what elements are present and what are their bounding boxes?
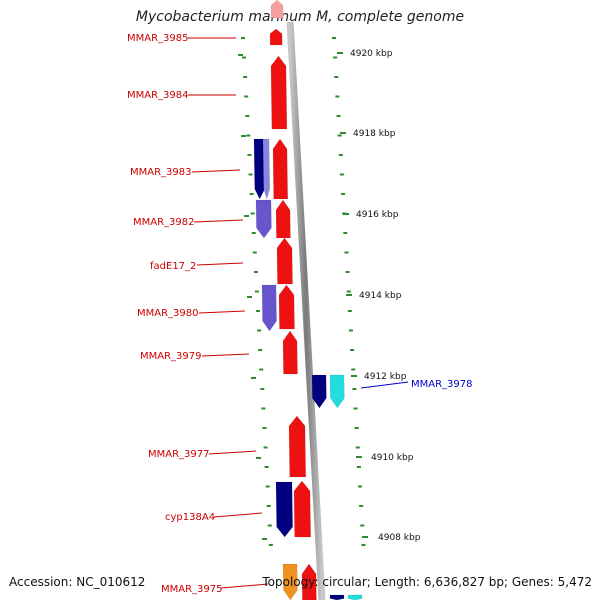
gene-arrow <box>269 28 283 46</box>
gene-label[interactable]: MMAR_3982 <box>133 217 195 228</box>
scale-label: 4920 kbp <box>350 49 393 59</box>
gene-arrow <box>255 199 272 239</box>
gene-arrow <box>347 594 363 600</box>
gene-label[interactable]: fadE17_2 <box>150 261 196 272</box>
gene-arrow <box>282 330 298 375</box>
scale-label: 4910 kbp <box>371 453 414 463</box>
gene-arrow <box>301 563 317 600</box>
gene-arrow <box>275 481 293 538</box>
gene-arrow <box>275 199 291 239</box>
scale-label: 4908 kbp <box>378 533 421 543</box>
gene-label[interactable]: cyp138A4 <box>165 512 215 523</box>
leader-line <box>360 381 409 389</box>
gene-arrow <box>276 237 293 285</box>
scale-label: 4912 kbp <box>364 372 407 382</box>
gene-label[interactable]: MMAR_3975 <box>161 584 223 595</box>
leader-line <box>213 512 263 518</box>
gene-arrow <box>270 55 288 130</box>
label-leaders <box>188 37 409 589</box>
gene-arrow <box>262 138 270 200</box>
gene-arrow <box>261 284 277 332</box>
gene-label[interactable]: MMAR_3985 <box>127 33 189 44</box>
scale-ticks <box>238 52 368 540</box>
leader-line <box>201 353 250 357</box>
gene-arrow <box>272 138 288 200</box>
scale-label: 4914 kbp <box>359 291 402 301</box>
leader-line <box>191 169 241 173</box>
gene-label[interactable]: MMAR_3978 <box>411 379 473 390</box>
gene-features <box>253 0 363 600</box>
genome-summary-text: Topology: circular; Length: 6,636,827 bp… <box>262 575 592 589</box>
gene-arrow <box>282 563 298 600</box>
gene-label[interactable]: MMAR_3977 <box>148 449 210 460</box>
map-title: Mycobacterium marinum M, complete genome <box>135 9 465 25</box>
gene-arrow <box>329 374 345 409</box>
dotted-track-right <box>332 37 366 546</box>
genome-backbone <box>286 21 326 600</box>
gene-label[interactable]: MMAR_3984 <box>127 90 189 101</box>
leader-line <box>208 450 257 455</box>
leader-line <box>220 583 269 589</box>
dotted-track-left <box>241 37 273 546</box>
scale-label: 4918 kbp <box>353 129 396 139</box>
gene-label[interactable]: MMAR_3979 <box>140 351 202 362</box>
gene-label[interactable]: MMAR_3980 <box>137 308 199 319</box>
gene-arrow <box>293 480 311 538</box>
gene-label[interactable]: MMAR_3983 <box>130 167 192 178</box>
gene-arrow <box>278 284 295 330</box>
gene-arrow <box>253 138 265 200</box>
gene-arrow <box>329 594 345 600</box>
gene-arrow <box>311 374 327 409</box>
gene-arrow <box>270 0 284 19</box>
gene-arrow <box>288 415 306 478</box>
accession-text: Accession: NC_010612 <box>9 575 146 589</box>
leader-line <box>198 310 246 314</box>
leader-line <box>196 262 244 266</box>
scale-label: 4916 kbp <box>356 210 399 220</box>
leader-line <box>193 219 244 223</box>
